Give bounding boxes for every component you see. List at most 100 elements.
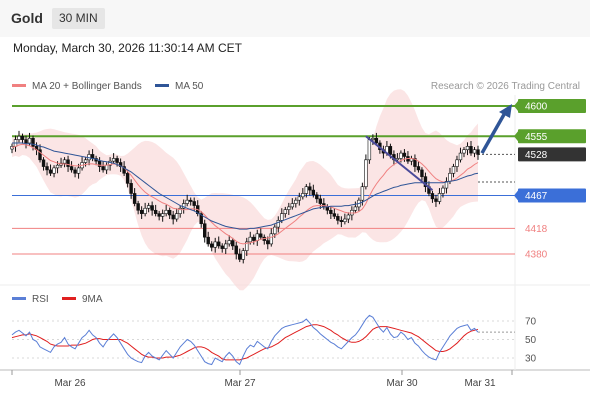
legend-label: RSI	[32, 294, 49, 305]
candle-body	[476, 149, 480, 155]
rsi-line	[11, 314, 479, 366]
candle-body	[273, 226, 277, 235]
candle-body	[185, 199, 189, 204]
candle-body	[458, 152, 463, 161]
rsi-9ma-line	[11, 324, 479, 361]
candle-body	[129, 183, 133, 194]
timestamp: Monday, March 30, 2026 11:30:14 AM CET	[13, 41, 243, 55]
level-tag-4467	[518, 188, 586, 203]
candle-body	[24, 139, 28, 144]
candle-body	[245, 241, 249, 251]
candle-body	[157, 213, 161, 217]
rsi-tick-label: 30	[525, 354, 537, 365]
candle-body	[402, 152, 407, 157]
candle-body	[27, 137, 32, 144]
candle-body	[430, 193, 435, 200]
candle-body	[346, 214, 351, 220]
time-label: Mar 31	[464, 378, 496, 389]
candle-body	[220, 245, 224, 249]
level-tag-pointer	[514, 101, 518, 111]
legend-ma50: MA 50	[155, 81, 203, 93]
candle-body	[420, 169, 424, 177]
candle-body	[115, 158, 119, 163]
candle-body	[444, 181, 449, 189]
candle-body	[136, 203, 140, 211]
bollinger-band	[12, 89, 478, 291]
candle-body	[287, 206, 291, 210]
candle-body	[206, 236, 210, 245]
candle-body	[371, 137, 375, 140]
rsi9-swatch	[62, 296, 76, 300]
candle-body	[66, 159, 70, 167]
level-tag-4528	[518, 147, 586, 162]
candle-body	[353, 206, 358, 211]
candle-body	[455, 159, 459, 167]
candle-body	[73, 169, 77, 174]
candle-body	[259, 233, 263, 238]
level-label-4380: 4380	[525, 250, 548, 261]
candle-body	[62, 159, 67, 164]
candle-body	[374, 137, 379, 144]
level-label-4555: 4555	[525, 132, 548, 143]
candle-body	[451, 166, 456, 174]
candle-body	[76, 167, 81, 174]
candle-body	[395, 158, 400, 161]
timeframe-badge[interactable]: 30 MIN	[52, 8, 105, 29]
candle-body	[343, 218, 347, 223]
candle-body	[104, 164, 109, 171]
candle-body	[55, 164, 60, 169]
candle-body	[171, 214, 175, 220]
candle-body	[203, 223, 207, 238]
candle-body	[308, 186, 312, 191]
candle-body	[41, 159, 46, 167]
candle-body	[276, 220, 280, 228]
candle-body	[336, 216, 340, 221]
candle-body	[315, 194, 319, 200]
rsi-tick-label: 70	[525, 317, 537, 328]
candle-body	[178, 207, 182, 214]
candle-body	[318, 198, 323, 204]
candle-body	[234, 245, 238, 255]
candle-body	[325, 206, 330, 211]
candle-body	[48, 169, 53, 174]
level-tag-pointer	[514, 131, 518, 142]
level-label-4467: 4467	[525, 191, 548, 202]
candle-body	[224, 243, 228, 249]
candle-body	[472, 149, 477, 154]
candle-body	[364, 159, 368, 188]
candle-body	[332, 213, 337, 217]
candle-body	[164, 209, 168, 214]
forecast-arrow	[480, 111, 507, 154]
candle-body	[266, 240, 270, 245]
candle-body	[227, 240, 231, 245]
candle-body	[213, 241, 217, 248]
candle-body	[388, 146, 393, 155]
ma20-swatch	[12, 83, 26, 87]
candle-body	[31, 137, 35, 147]
time-label: Mar 26	[54, 378, 86, 389]
legend-rsi: RSI	[12, 294, 49, 306]
candle-body	[269, 233, 273, 245]
rsi-tick-label: 50	[525, 335, 537, 346]
candle-body	[241, 250, 245, 260]
candle-body	[465, 146, 470, 151]
ma20-line	[11, 143, 479, 245]
level-tag-4555	[518, 129, 586, 144]
level-label-4528: 4528	[525, 150, 548, 161]
candle-body	[192, 201, 196, 206]
level-label-4418: 4418	[525, 224, 548, 235]
candle-body	[367, 139, 372, 161]
level-tag-4600	[518, 99, 586, 113]
candle-body	[97, 160, 102, 167]
forecast-arrow-head	[499, 104, 512, 118]
legend-label: 9MA	[82, 294, 103, 305]
candle-body	[199, 213, 203, 225]
legend-ma20-bollinger: MA 20 + Bollinger Bands	[12, 81, 142, 93]
candle-body	[52, 167, 56, 174]
candle-body	[150, 205, 154, 211]
candle-body	[125, 172, 130, 184]
candle-body	[118, 162, 123, 167]
time-label: Mar 27	[224, 378, 256, 389]
candle-body	[255, 233, 259, 241]
